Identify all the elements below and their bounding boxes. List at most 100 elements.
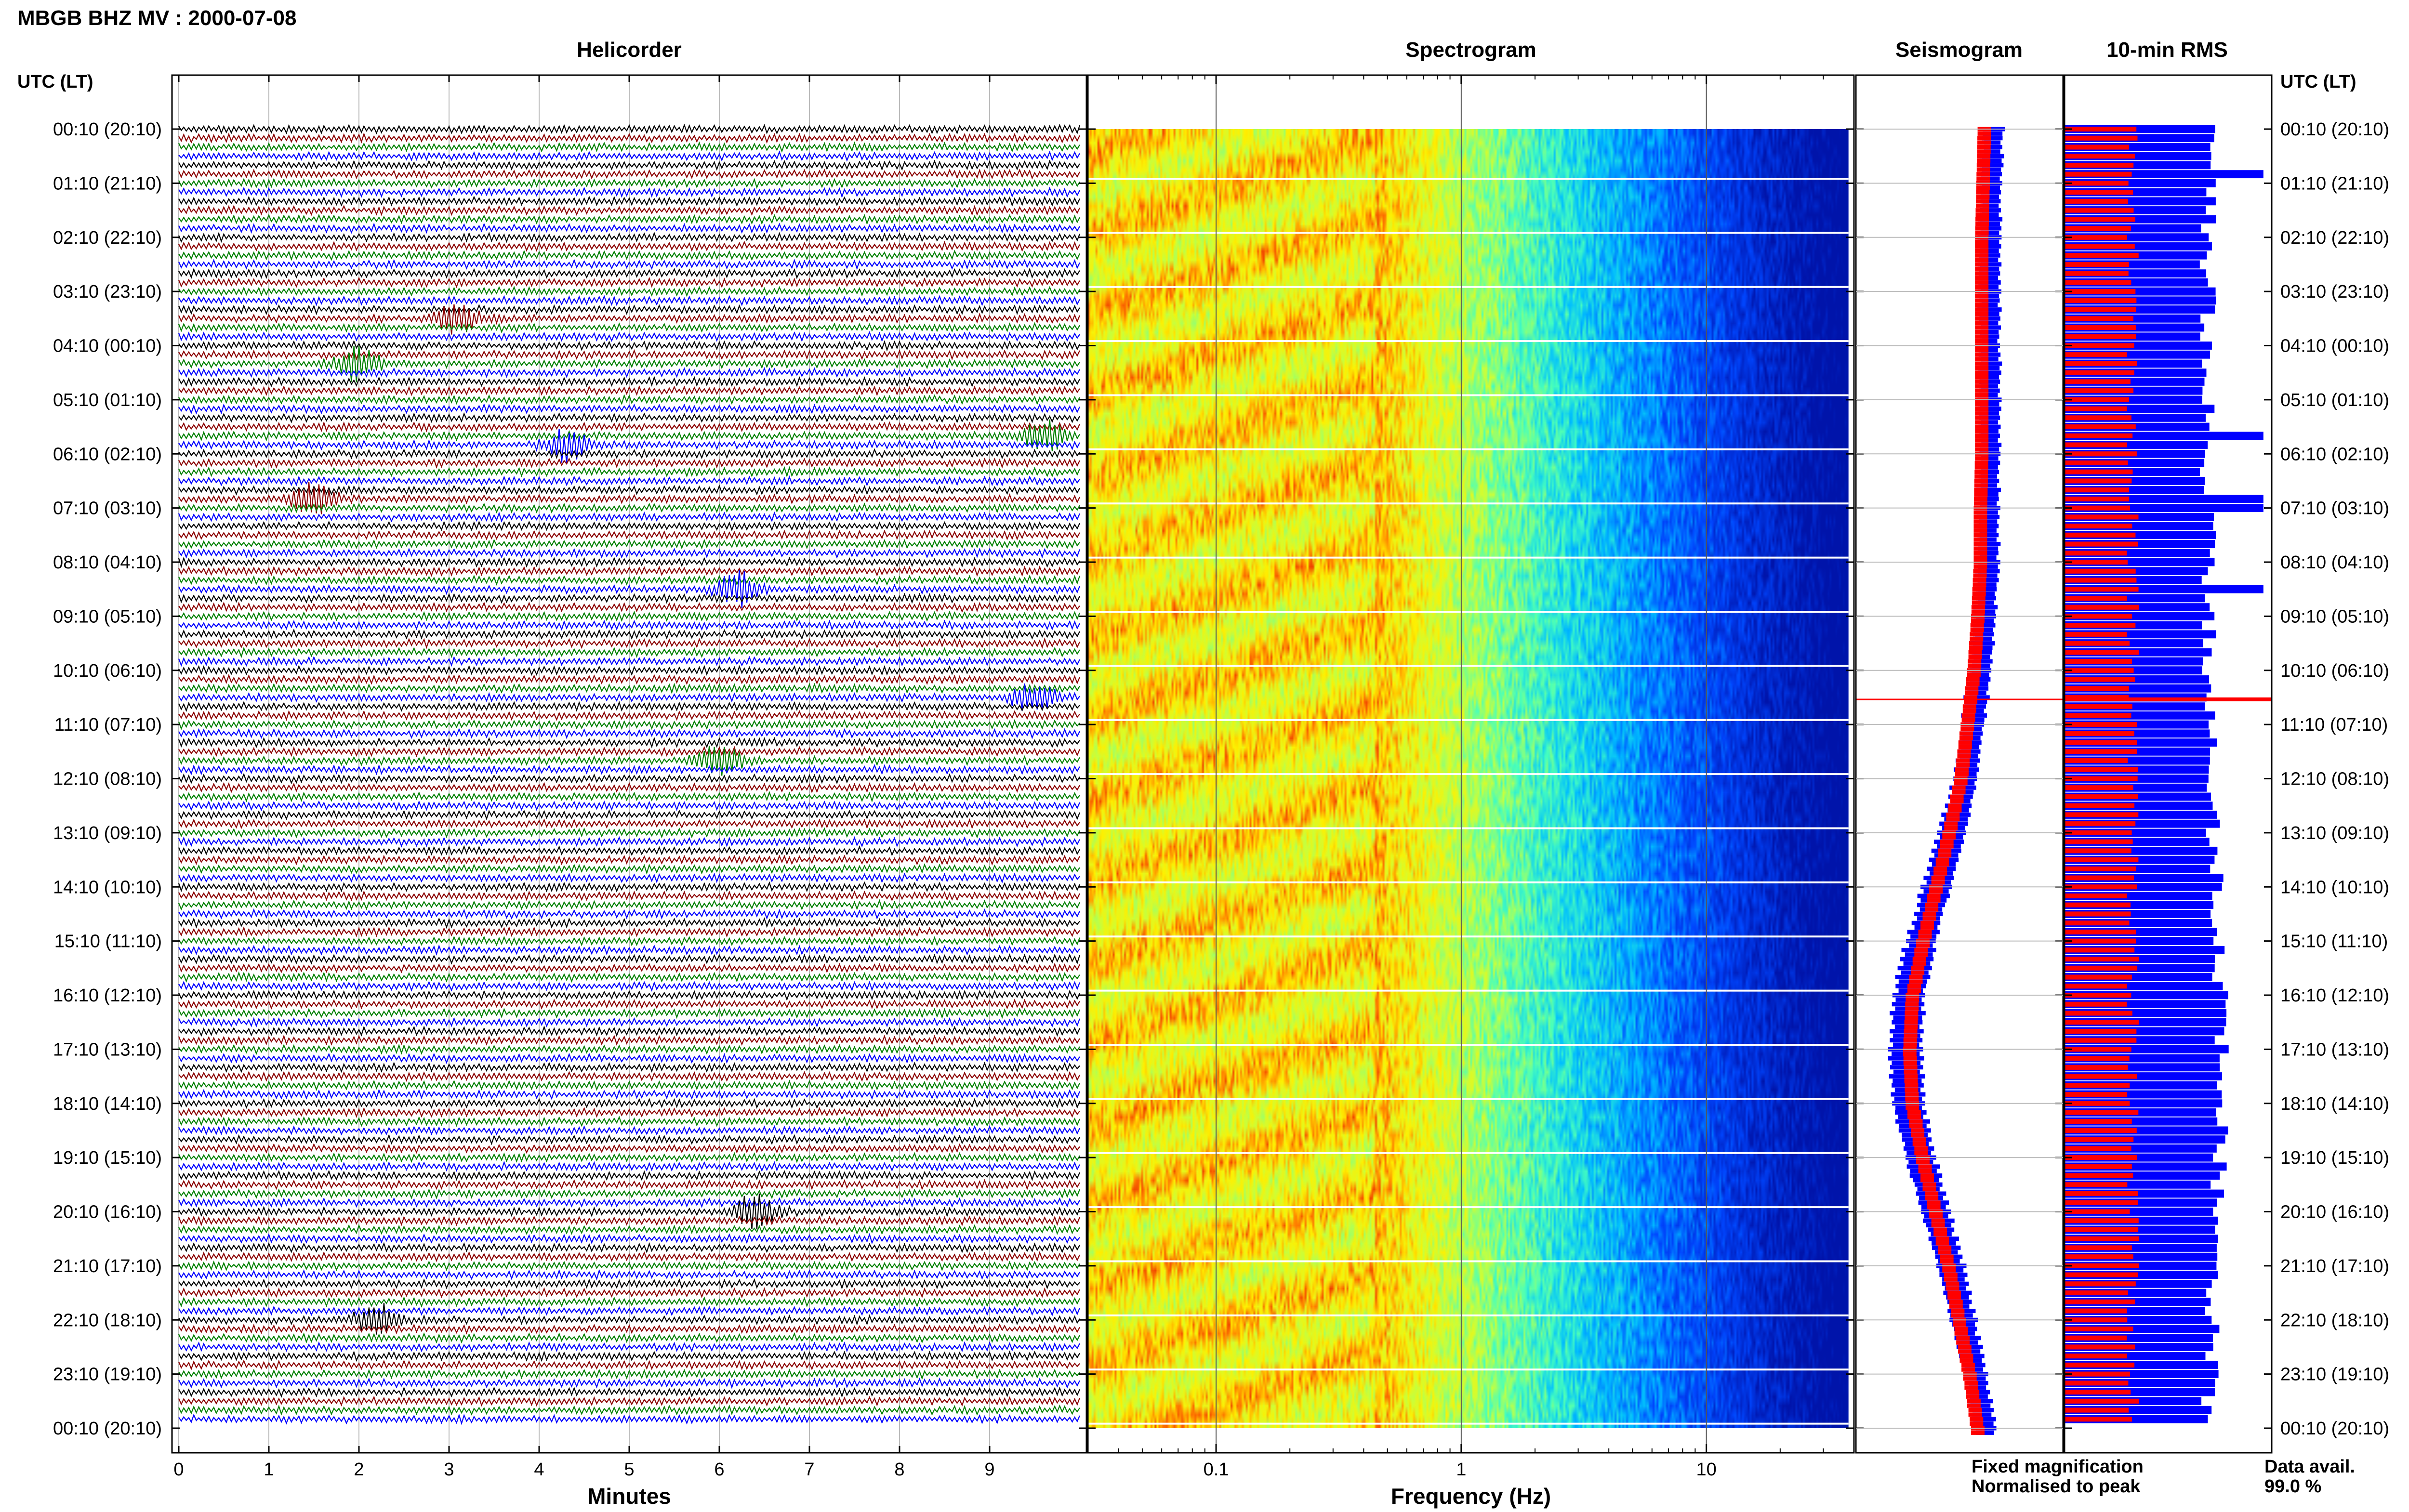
rms-bar-normalised bbox=[2065, 1182, 2128, 1187]
helicorder-trace bbox=[178, 1323, 1080, 1335]
helicorder-trace bbox=[178, 1350, 1080, 1362]
rms-bar-normalised bbox=[2065, 325, 2136, 330]
rms-bar-normalised bbox=[2065, 920, 2130, 926]
rms-bar-normalised bbox=[2065, 704, 2132, 709]
helicorder-trace bbox=[178, 367, 1080, 379]
rms-bar-normalised bbox=[2065, 262, 2129, 267]
helicorder-x-tick-label: 9 bbox=[984, 1459, 994, 1480]
helicorder-trace bbox=[178, 529, 1080, 541]
helicorder-trace bbox=[178, 637, 1080, 649]
rms-bar-normalised bbox=[2065, 1335, 2127, 1341]
rms-bar-normalised bbox=[2065, 1407, 2129, 1413]
helicorder-trace bbox=[178, 665, 1080, 676]
rms-bar-normalised bbox=[2065, 442, 2127, 447]
helicorder-trace bbox=[178, 502, 1080, 514]
time-label-left: 04:10 (00:10) bbox=[53, 336, 162, 356]
rms-bar-normalised bbox=[2065, 641, 2130, 646]
time-label-right: 10:10 (06:10) bbox=[2280, 661, 2389, 681]
helicorder-trace bbox=[178, 1287, 1080, 1299]
helicorder-trace bbox=[178, 836, 1080, 848]
rms-bar-normalised bbox=[2065, 217, 2135, 222]
helicorder-trace bbox=[178, 548, 1081, 559]
rms-bar-normalised bbox=[2065, 1056, 2130, 1061]
rms-bar-normalised bbox=[2065, 524, 2132, 529]
helicorder-trace bbox=[178, 1152, 1080, 1163]
rms-bar-normalised bbox=[2065, 415, 2131, 421]
helicorder-trace bbox=[178, 484, 1080, 496]
helicorder-trace bbox=[178, 394, 1080, 405]
rms-bar-normalised bbox=[2065, 614, 2132, 619]
rms-bar-normalised bbox=[2065, 271, 2129, 276]
rms-bar-normalised bbox=[2065, 1191, 2138, 1196]
rms-bar-normalised bbox=[2065, 605, 2139, 610]
helicorder-trace bbox=[178, 345, 1080, 382]
time-label-right: 19:10 (15:10) bbox=[2280, 1148, 2389, 1168]
helicorder-trace bbox=[178, 511, 1081, 523]
rms-bar-normalised bbox=[2065, 686, 2129, 691]
time-label-left: 14:10 (10:10) bbox=[53, 877, 162, 897]
rms-bar-normalised bbox=[2065, 1011, 2132, 1016]
helicorder-x-tick-label: 5 bbox=[624, 1459, 634, 1480]
rms-bar-normalised bbox=[2065, 785, 2133, 790]
helicorder-trace bbox=[178, 1025, 1081, 1037]
rms-bar-normalised bbox=[2065, 740, 2137, 745]
rms-bar-normalised bbox=[2065, 397, 2129, 402]
spectrogram-image bbox=[1088, 129, 1849, 1428]
rms-bar-normalised bbox=[2065, 1155, 2137, 1160]
helicorder-trace bbox=[178, 349, 1080, 361]
helicorder-x-tick-label: 8 bbox=[894, 1459, 904, 1480]
time-label-right: 14:10 (10:10) bbox=[2280, 877, 2389, 897]
time-label-right: 18:10 (14:10) bbox=[2280, 1094, 2389, 1114]
helicorder-trace bbox=[178, 331, 1080, 342]
helicorder-trace bbox=[178, 186, 1080, 198]
time-label-right: 06:10 (02:10) bbox=[2280, 444, 2389, 464]
rms-bar-normalised bbox=[2065, 957, 2139, 962]
helicorder-trace bbox=[178, 132, 1080, 144]
helicorder-trace bbox=[178, 178, 1080, 189]
rms-bar-normalised bbox=[2065, 1381, 2129, 1386]
rms-bar-normalised bbox=[2065, 379, 2131, 384]
helicorder-trace bbox=[178, 223, 1080, 234]
helicorder-trace bbox=[178, 412, 1080, 423]
time-label-left: 12:10 (08:10) bbox=[53, 769, 162, 789]
rms-bar-normalised bbox=[2065, 893, 2127, 899]
rms-bar-normalised bbox=[2065, 668, 2134, 673]
helicorder-trace bbox=[178, 421, 1081, 433]
time-label-right: 00:10 (20:10) bbox=[2280, 119, 2389, 140]
rms-bar-normalised bbox=[2065, 198, 2128, 204]
rms-bar-normalised bbox=[2065, 902, 2131, 907]
helicorder-trace bbox=[178, 890, 1080, 902]
rms-bar-normalised bbox=[2065, 1028, 2137, 1034]
rms-bar-normalised bbox=[2065, 631, 2127, 637]
rms-bar-normalised bbox=[2065, 984, 2127, 989]
helicorder-trace bbox=[178, 1188, 1081, 1200]
time-label-right: 11:10 (07:10) bbox=[2280, 715, 2388, 735]
rms-bar-normalised bbox=[2065, 181, 2129, 186]
helicorder-trace bbox=[178, 1052, 1080, 1065]
helicorder-trace bbox=[178, 1071, 1080, 1082]
time-label-left: 08:10 (04:10) bbox=[53, 552, 162, 573]
helicorder-trace bbox=[178, 953, 1081, 965]
spectrogram-x-tick-label: 1 bbox=[1456, 1459, 1466, 1480]
helicorder-trace bbox=[178, 1341, 1080, 1353]
rms-bar-normalised bbox=[2065, 190, 2133, 195]
rms-bar-normalised bbox=[2065, 929, 2136, 934]
axis-ticks: 00:10 (20:10) 00:10 (20:10) 01:10 (21:10) 0… bbox=[53, 75, 2389, 1480]
helicorder-x-tick-label: 4 bbox=[534, 1459, 544, 1480]
helicorder-x-tick-label: 7 bbox=[804, 1459, 814, 1480]
helicorder-trace bbox=[178, 259, 1080, 270]
rms-bar-normalised bbox=[2065, 1137, 2134, 1142]
time-label-left: 09:10 (05:10) bbox=[53, 606, 162, 627]
rms-bar-normalised bbox=[2065, 1317, 2128, 1323]
helicorder-trace bbox=[178, 304, 1081, 335]
rms-bar-normalised bbox=[2065, 857, 2139, 863]
rms-bar-normalised bbox=[2065, 280, 2131, 285]
rms-bar-normalised bbox=[2065, 587, 2139, 592]
time-label-right: 05:10 (01:10) bbox=[2280, 390, 2389, 410]
rms-bar-normalised bbox=[2065, 1173, 2133, 1178]
helicorder-trace bbox=[178, 123, 1081, 135]
rms-bar-normalised bbox=[2065, 839, 2133, 844]
helicorder-trace bbox=[178, 701, 1080, 712]
rms-bar-normalised bbox=[2065, 875, 2134, 881]
helicorder-trace bbox=[178, 150, 1080, 162]
